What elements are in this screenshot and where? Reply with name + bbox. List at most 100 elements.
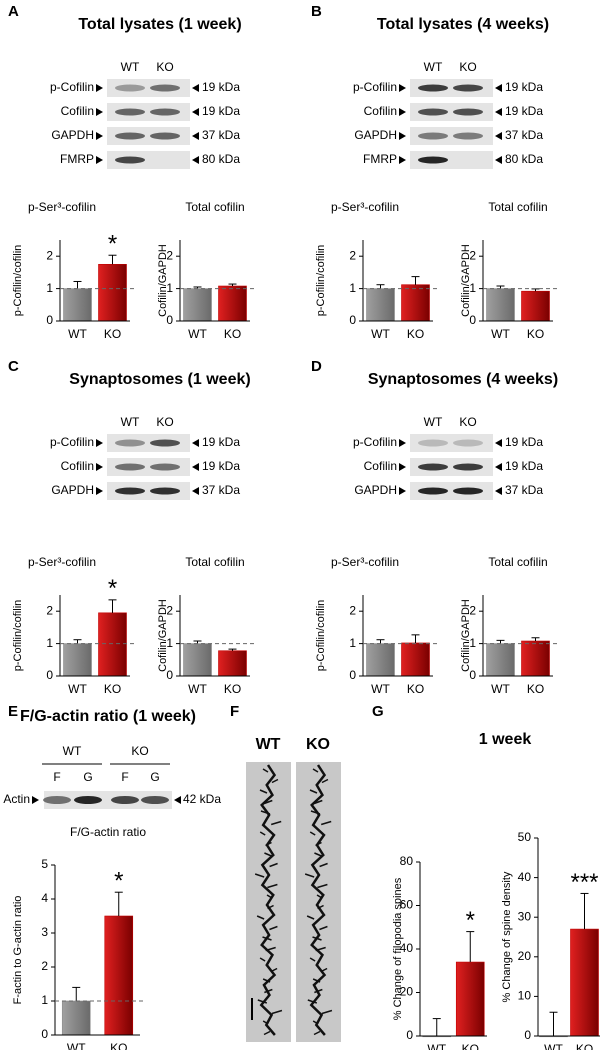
spine — [267, 883, 278, 889]
blot-band — [418, 439, 448, 447]
arrow — [399, 84, 406, 92]
blot — [44, 791, 172, 809]
arrow — [399, 108, 406, 116]
lane-label: WT — [121, 60, 140, 74]
x-tick-label: KO — [407, 682, 424, 696]
spine — [312, 936, 322, 941]
error-bar — [531, 637, 540, 642]
x-tick-label: WT — [371, 682, 390, 696]
x-tick-label: KO — [462, 1042, 479, 1050]
panel-title: Total lysates (4 weeks) — [377, 16, 549, 33]
spine — [260, 810, 271, 815]
panel-letter: E — [8, 703, 18, 720]
bar — [218, 285, 247, 322]
y-tick-label: 0 — [46, 668, 53, 682]
blot-size: 19 kDa — [202, 80, 240, 94]
lane-label: G — [83, 770, 92, 784]
lane-label: F — [121, 770, 128, 784]
y-axis-label: % Change of filopodia spines — [392, 877, 404, 1020]
error-bar — [531, 288, 540, 292]
y-tick-label: 20 — [518, 949, 532, 963]
error-bar — [432, 1018, 441, 1036]
blot — [107, 434, 190, 452]
blot-row-label: Cofilin — [364, 459, 397, 473]
lane-label: WT — [424, 415, 443, 429]
y-tick-label: 20 — [400, 985, 414, 999]
blot-band — [115, 439, 145, 447]
chart-title: p-Ser³-cofilin — [28, 555, 96, 569]
blot-size: 80 kDa — [505, 152, 543, 166]
x-tick-label: KO — [110, 1041, 127, 1050]
arrow — [32, 796, 39, 804]
x-tick-label: WT — [67, 1041, 86, 1050]
spine — [262, 936, 272, 941]
arrow — [495, 84, 502, 92]
y-tick-label: 0 — [46, 313, 53, 327]
arrow — [192, 84, 199, 92]
error-bar — [72, 986, 81, 1001]
bar — [401, 642, 430, 677]
y-axis-label: Cofilin/GAPDH — [460, 599, 472, 672]
panel-letter: B — [311, 3, 322, 20]
lane-label: KO — [156, 60, 173, 74]
panel-letter: G — [372, 703, 384, 720]
spine — [317, 883, 328, 889]
y-tick-label: 3 — [41, 925, 48, 939]
blot-band — [150, 487, 180, 495]
error-bar — [496, 639, 505, 644]
blot-size: 19 kDa — [202, 104, 240, 118]
y-axis-label: Cofilin/GAPDH — [157, 599, 169, 672]
y-tick-label: 1 — [349, 281, 356, 295]
x-tick-label: WT — [491, 682, 510, 696]
bar — [183, 643, 212, 677]
lane-label: KO — [459, 415, 476, 429]
error-bar — [228, 648, 237, 651]
spine — [266, 894, 273, 899]
lane-label: KO — [459, 60, 476, 74]
spine — [320, 820, 332, 826]
arrow — [192, 108, 199, 116]
y-tick-label: 0 — [166, 313, 173, 327]
arrow — [495, 156, 502, 164]
blot-row-label: GAPDH — [51, 128, 94, 142]
spine — [312, 978, 321, 983]
bar — [218, 650, 247, 677]
x-tick-label: KO — [104, 682, 121, 696]
image-label: WT — [256, 736, 281, 753]
bar — [486, 643, 515, 677]
bar — [366, 643, 395, 677]
panel-title: Synaptosomes (1 week) — [69, 371, 250, 388]
spine — [257, 999, 268, 1004]
y-tick-label: 1 — [46, 281, 53, 295]
bar — [366, 288, 395, 322]
blot-row-label: Cofilin — [61, 104, 94, 118]
spine — [314, 852, 322, 857]
chart-title: Total cofilin — [185, 200, 244, 214]
arrow — [174, 796, 181, 804]
spine — [309, 957, 316, 962]
y-tick-label: 5 — [41, 857, 48, 871]
blot-band — [150, 463, 180, 471]
significance: * — [108, 231, 117, 258]
y-axis-label: p-Cofilin/cofilin — [315, 600, 327, 672]
chart-title: Total cofilin — [488, 555, 547, 569]
y-tick-label: 1 — [41, 993, 48, 1007]
blot-row-label: p-Cofilin — [353, 435, 397, 449]
y-tick-label: 0 — [469, 313, 476, 327]
panel-title: F/G-actin ratio (1 week) — [20, 708, 196, 725]
spine — [265, 946, 276, 952]
error-bar — [411, 634, 420, 643]
blot-row-label: Cofilin — [364, 104, 397, 118]
error-bar — [376, 284, 385, 289]
blot-band — [150, 439, 180, 447]
y-tick-label: 1 — [469, 281, 476, 295]
spine — [321, 778, 329, 784]
blot-band — [418, 463, 448, 471]
blot-size: 37 kDa — [505, 128, 543, 142]
arrow — [495, 439, 502, 447]
y-axis-label: p-Cofilin/cofilin — [12, 600, 24, 672]
significance: * — [108, 575, 117, 602]
arrow — [96, 439, 103, 447]
y-tick-label: 0 — [406, 1028, 413, 1042]
x-tick-label: WT — [188, 682, 207, 696]
